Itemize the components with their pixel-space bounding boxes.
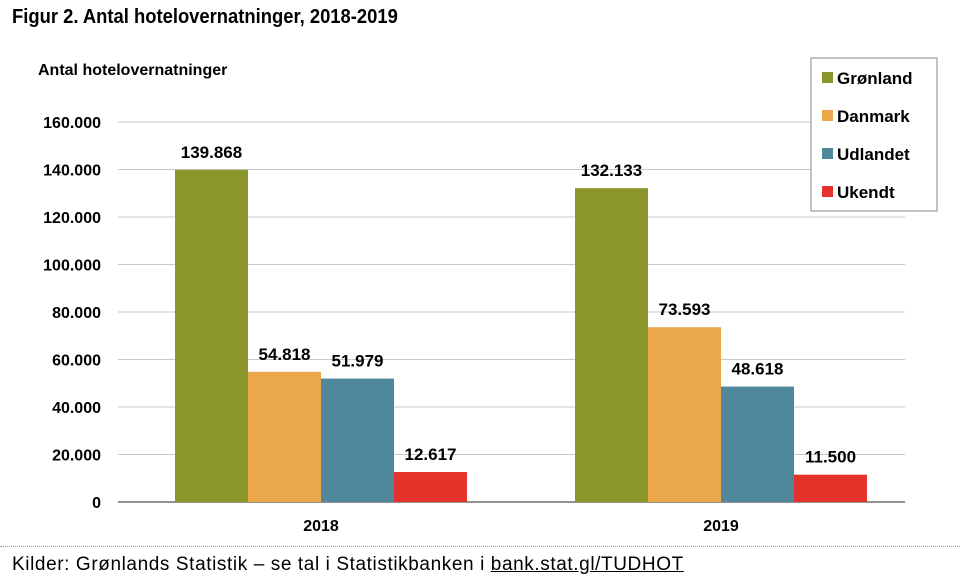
- source-link[interactable]: bank.stat.gl/TUDHOT: [490, 554, 684, 575]
- source-text: Kilder: Grønlands Statistik – se tal i S…: [12, 554, 491, 575]
- figure-title: Figur 2. Antal hotelovernatninger, 2018-…: [12, 6, 398, 28]
- value-label: 54.818: [259, 345, 311, 364]
- value-label: 139.868: [181, 143, 242, 162]
- source-note: Kilder: Grønlands Statistik – se tal i S…: [12, 554, 684, 576]
- legend-label: Grønland: [837, 69, 913, 88]
- x-category-label: 2019: [703, 518, 739, 535]
- value-labels: 139.868 54.818 51.979 12.617 132.133 73.593 48…: [181, 143, 856, 467]
- source-divider: [0, 546, 960, 547]
- value-label: 48.618: [732, 360, 784, 379]
- y-tick-label: 100.000: [43, 258, 101, 275]
- legend: Grønland Danmark Udlandet Ukendt: [810, 57, 938, 212]
- y-tick-label: 0: [92, 495, 101, 512]
- bar-ukendt-2018: [394, 472, 467, 502]
- bar-udlandet-2019: [721, 386, 794, 502]
- bar-grønland-2018: [175, 169, 248, 502]
- bar-danmark-2019: [648, 327, 721, 502]
- y-tick-label: 40.000: [52, 400, 101, 417]
- y-tick-label: 120.000: [43, 210, 101, 227]
- value-label: 12.617: [405, 445, 457, 464]
- bars: [175, 169, 867, 502]
- value-label: 51.979: [332, 352, 384, 371]
- legend-swatch: [822, 148, 833, 159]
- legend-label: Danmark: [837, 107, 910, 126]
- bar-udlandet-2018: [321, 378, 394, 502]
- bar-chart: Antal hotelovernatninger 0 20.000 40.000 60…: [38, 57, 938, 535]
- legend-swatch: [822, 72, 833, 83]
- bar-grønland-2019: [575, 188, 648, 502]
- legend-swatch: [822, 110, 833, 121]
- y-tick-label: 20.000: [52, 448, 101, 465]
- y-tick-label: 160.000: [43, 115, 101, 132]
- legend-label: Ukendt: [837, 183, 895, 202]
- legend-box: [810, 57, 938, 212]
- y-tick-label: 60.000: [52, 353, 101, 370]
- x-category-label: 2018: [303, 518, 339, 535]
- x-axis-categories: 2018 2019: [303, 518, 739, 535]
- bar-danmark-2018: [248, 371, 321, 502]
- y-tick-label: 80.000: [52, 305, 101, 322]
- value-label: 132.133: [581, 161, 642, 180]
- y-axis-ticks: 0 20.000 40.000 60.000 80.000 100.000 120.000 1…: [43, 115, 101, 512]
- y-axis-label: Antal hotelovernatninger: [38, 62, 227, 79]
- legend-label: Udlandet: [837, 145, 910, 164]
- bar-ukendt-2019: [794, 474, 867, 502]
- y-tick-label: 140.000: [43, 163, 101, 180]
- value-label: 11.500: [805, 448, 856, 467]
- legend-swatch: [822, 186, 833, 197]
- value-label: 73.593: [659, 300, 711, 319]
